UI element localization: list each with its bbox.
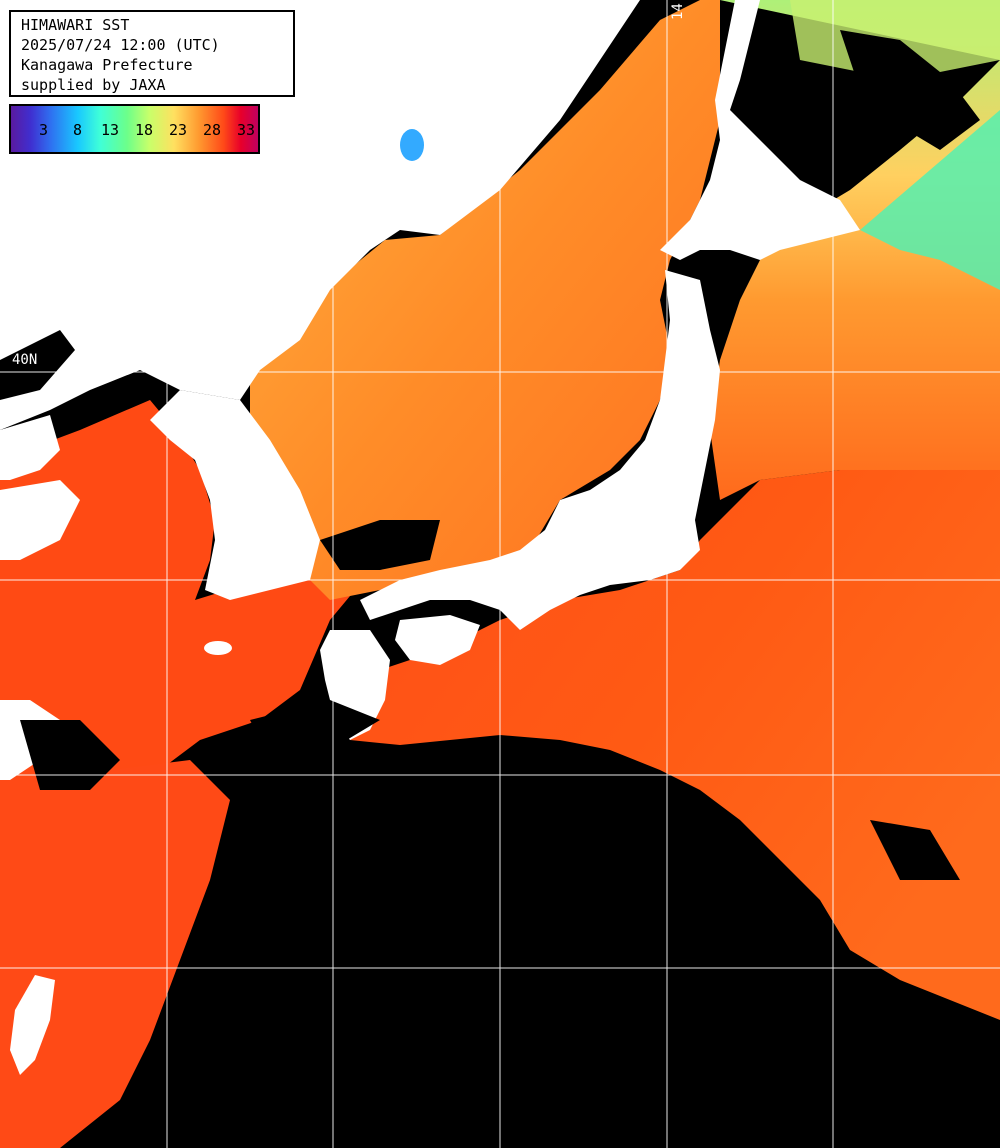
land-china-coast [0,415,60,480]
colorbar-tick: 33 [237,121,256,139]
map-credit: supplied by JAXA [21,76,166,94]
colorbar-tick: 3 [39,121,49,139]
land-korea [150,390,320,600]
colorbar-tick: 13 [101,121,120,139]
map-region: Kanagawa Prefecture [21,56,193,74]
colorbar-tick: 8 [73,121,83,139]
color-scale-legend: 3 8 13 18 23 28 33 [9,104,260,154]
west-sea-south [0,760,230,1148]
land-china-east [0,480,80,560]
sea-of-japan [250,0,720,600]
land-shikoku [395,615,480,665]
latitude-label: 40N [12,352,38,368]
land-hokkaido [660,0,860,260]
north-pacific [710,0,1000,500]
cloud-patch-5 [0,330,75,400]
cloud-patch-1 [840,30,980,150]
cloud-patch-4 [870,820,960,880]
info-box: HIMAWARI SST 2025/07/24 12:00 (UTC) Kana… [9,10,295,97]
longitude-label: 14 [670,3,686,20]
land-taiwan [10,975,55,1075]
cloud-patch-2 [250,700,380,760]
cloud-patch-3 [320,520,440,570]
land-honshu [360,270,720,630]
colorbar-tick: 23 [169,121,188,139]
land-jeju [204,641,232,655]
map-datetime: 2025/07/24 12:00 (UTC) [21,36,220,54]
cloud-patch-6 [20,720,120,790]
colorbar-tick: 28 [203,121,222,139]
map-title: HIMAWARI SST [21,16,130,34]
island-cold-spot [400,129,424,161]
cold-current [860,110,1000,290]
colorbar-tick: 18 [135,121,154,139]
